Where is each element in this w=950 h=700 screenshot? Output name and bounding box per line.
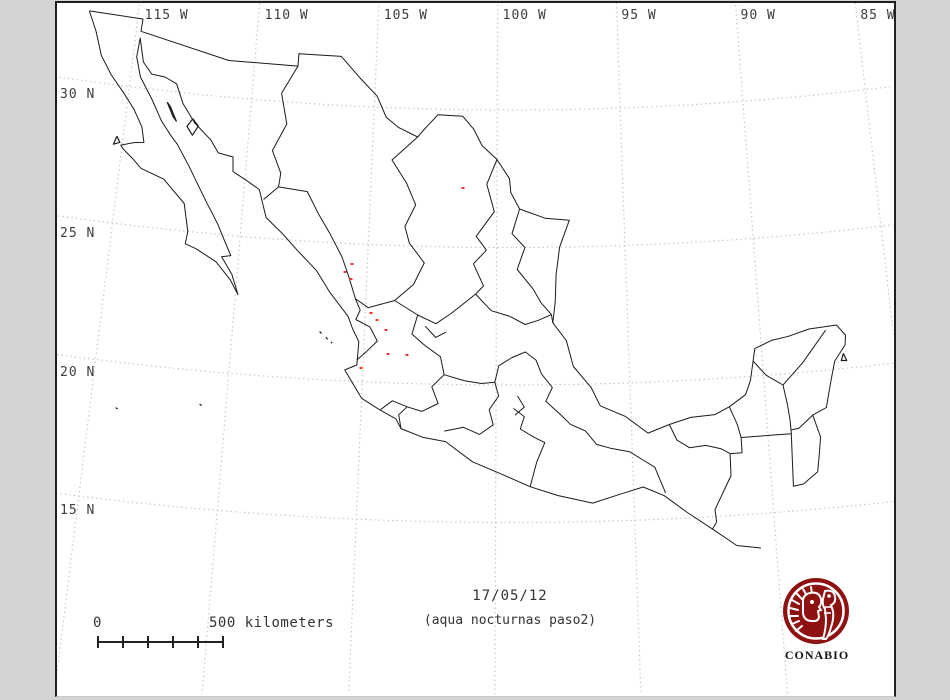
map-date-label: 17/05/12 [472,588,548,604]
hotspot-dot [350,263,354,265]
scalebar [97,636,224,648]
hotspot-dot [375,319,379,321]
hotspot-dot [384,329,388,331]
map-plot-area [55,1,896,697]
hotspot-dot [349,278,353,280]
lon-tick-label: 110 W [264,8,309,23]
mexico-boundaries [88,10,848,549]
scalebar-tick [222,636,224,648]
scalebar-tick [147,636,149,648]
hotspot-dot [461,187,465,189]
hotspot-dot [405,354,409,356]
conabio-logo-text: CONABIO [784,648,850,662]
hotspot-dot [386,353,390,355]
lon-tick-label: 115 W [144,8,189,23]
scalebar-tick [197,636,199,648]
conabio-logo-icon [783,578,849,644]
lat-tick-label: 15 N [60,503,96,519]
scalebar-tick [97,636,99,648]
lat-tick-label: 30 N [60,86,96,102]
scalebar-tick [122,636,124,648]
map-subtitle-label: (aqua nocturnas paso2) [423,613,597,628]
scalebar-tick [172,636,174,648]
hotspot-dot [369,312,373,314]
scalebar-distance-label: 500 kilometers [209,615,335,631]
lon-tick-label: 95 W [621,8,657,23]
conabio-logo: CONABIO [781,577,853,663]
hotspot-dot [343,271,347,273]
scalebar-line [97,641,224,643]
lon-tick-label: 85 W [860,8,896,23]
lon-tick-label: 105 W [383,8,428,23]
lat-tick-label: 20 N [60,364,96,380]
lon-tick-label: 100 W [502,8,547,23]
fire-hotspot-dots [343,187,465,369]
lon-tick-label: 90 W [740,8,776,23]
lat-tick-label: 25 N [60,225,96,241]
hotspot-dot [359,367,363,369]
scalebar-zero-label: 0 [93,615,102,631]
